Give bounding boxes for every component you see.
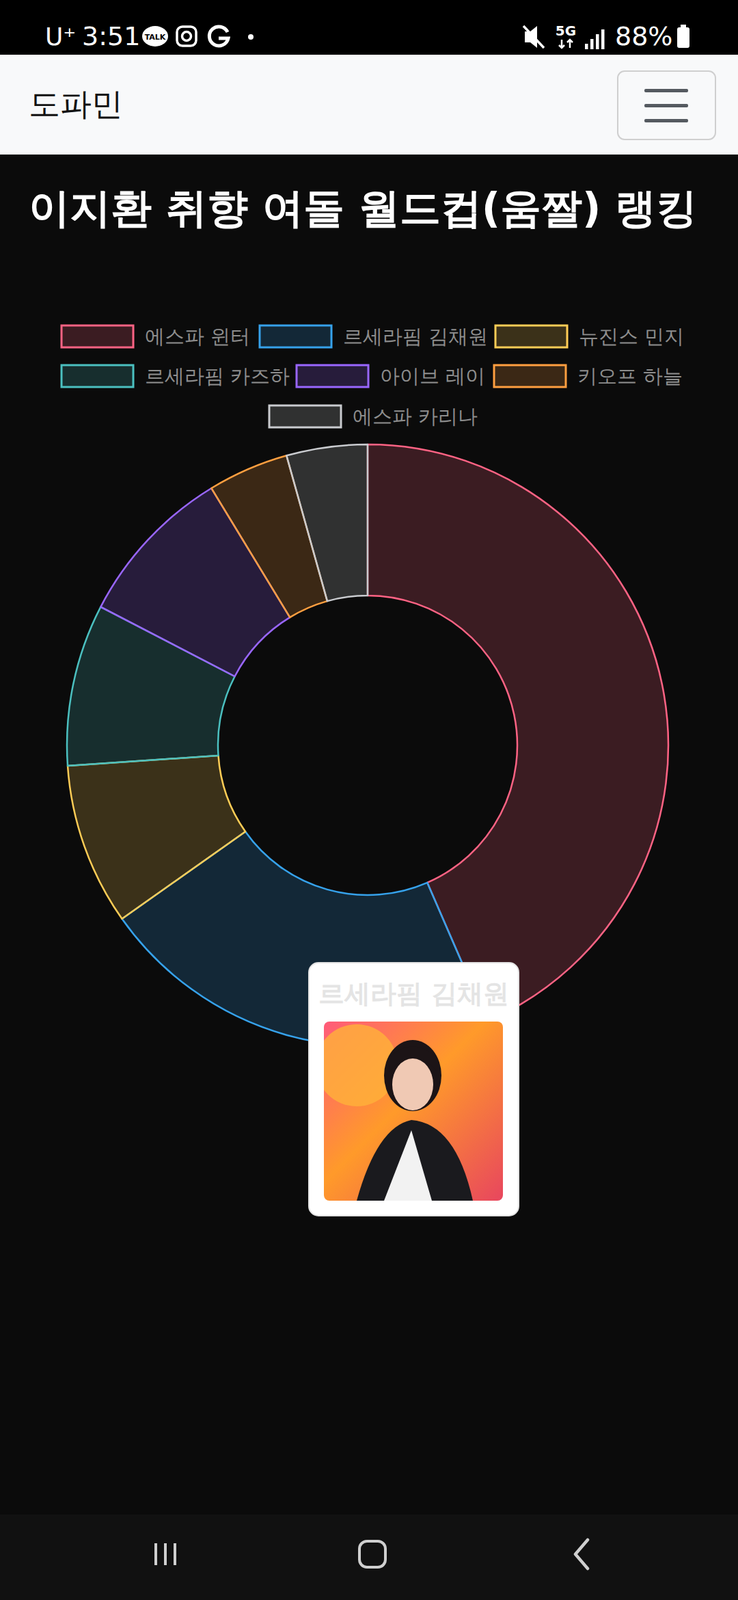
legend-swatch [61, 364, 134, 387]
signal-bar [584, 43, 589, 50]
menu-line [644, 103, 689, 108]
nav-home [359, 1540, 386, 1567]
tooltip-image [323, 1020, 503, 1200]
image-shirt [384, 1129, 432, 1200]
brand: 도파민 [28, 85, 123, 123]
nav-recent [164, 1542, 167, 1565]
legend-swatch [296, 364, 369, 387]
nav-recent [154, 1542, 158, 1565]
slice[interactable] [67, 755, 246, 919]
legend-label: 르세라핌 김채원 [343, 324, 488, 348]
legend-swatch [495, 325, 568, 348]
battery-icon [677, 27, 690, 48]
clock: 3:51 [82, 21, 141, 52]
signal-bar [601, 29, 605, 50]
legend-item[interactable]: 아이브 레이 [296, 364, 486, 388]
legend-swatch [269, 405, 341, 428]
legend-item[interactable]: 에스파 카리나 [269, 404, 478, 428]
legend-swatch [259, 325, 332, 348]
page: U⁺3:51TALK 5G 88% 도파민이지환 취향 여돌 월드컵(움짤) 랭킹에스… [0, 0, 738, 1599]
legend-swatch [61, 325, 134, 348]
network-arrows [558, 39, 573, 48]
legend-label: 에스파 카리나 [352, 404, 478, 428]
legend-item[interactable]: 르세라핌 카즈하 [61, 364, 290, 388]
signal-bar [590, 38, 594, 50]
legend-item[interactable]: 르세라핌 김채원 [259, 324, 488, 348]
mute-slash [523, 25, 544, 48]
signal-bar [595, 34, 600, 50]
google-icon [209, 26, 229, 46]
nav-recent [173, 1542, 177, 1565]
tooltip-title: 르세라핌 김채원 [318, 977, 510, 1008]
image-hair [384, 1039, 442, 1111]
background [0, 0, 738, 1599]
legend-label: 뉴진스 민지 [578, 324, 685, 348]
menu-line [644, 88, 689, 93]
instagram-icon [176, 26, 197, 46]
talk-icon-text: TALK [144, 32, 167, 42]
tooltip: 르세라핌 김채원 [308, 962, 519, 1215]
system-nav [0, 1513, 738, 1599]
menu-line [644, 118, 689, 123]
image-face [392, 1057, 434, 1110]
navbar [0, 54, 738, 155]
legend-item[interactable]: 뉴진스 민지 [495, 324, 685, 348]
image-body [356, 1119, 473, 1200]
slice[interactable] [286, 444, 368, 601]
battery-level: 88% [615, 21, 673, 52]
battery-cap [680, 24, 687, 29]
doughnut [66, 444, 669, 1046]
legend-item[interactable]: 키오프 하늘 [494, 364, 683, 388]
talk-icon [142, 25, 169, 47]
network-type: 5G [555, 22, 577, 39]
carrier: U⁺ [45, 22, 76, 51]
menu-button-border [617, 71, 716, 140]
legend-label: 에스파 윈터 [144, 324, 251, 348]
menu-button[interactable] [617, 71, 716, 140]
tooltip-box [308, 962, 519, 1215]
instagram-icon-lens [182, 32, 192, 41]
status-bar [0, 0, 738, 55]
nav-back [575, 1538, 588, 1568]
legend-item[interactable]: 에스파 윈터 [61, 324, 251, 348]
legend-swatch [494, 364, 566, 387]
legend-label: 르세라핌 카즈하 [144, 364, 290, 388]
legend: 에스파 윈터 르세라핌 김채원 뉴진스 민지르세라핌 카즈하 아이브 레이 키오프 하늘… [61, 324, 685, 428]
image-bangs [388, 1046, 438, 1073]
chart-title: 이지환 취향 여돌 월드컵(움짤) 랭킹 [28, 183, 697, 232]
notification-dot [248, 34, 254, 40]
legend-label: 키오프 하늘 [577, 364, 683, 388]
legend-label: 아이브 레이 [379, 364, 486, 388]
